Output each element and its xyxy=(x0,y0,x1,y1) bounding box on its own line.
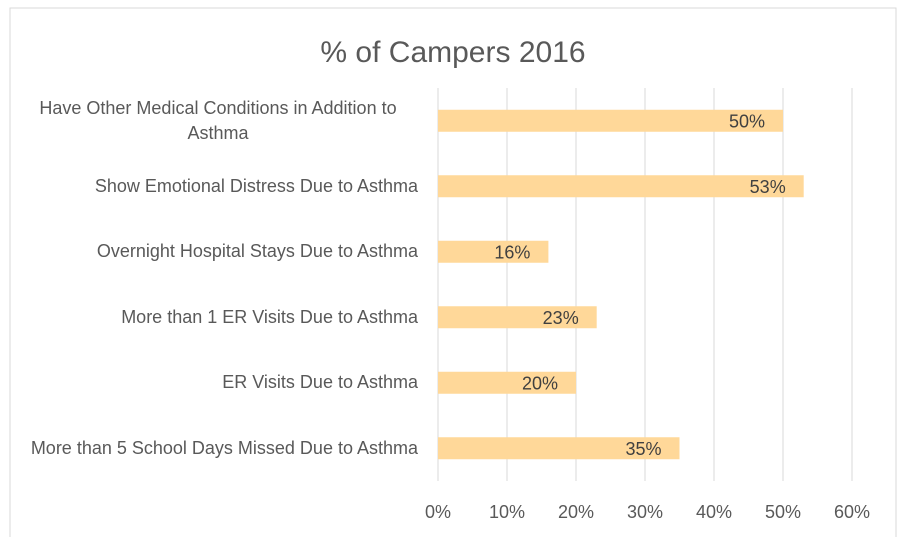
bar xyxy=(438,306,597,329)
data-label: 35% xyxy=(625,439,661,459)
y-tick-label: Show Emotional Distress Due to Asthma xyxy=(10,156,418,216)
chart-title: % of Campers 2016 xyxy=(320,36,585,69)
x-tick-label: 40% xyxy=(696,502,732,522)
x-tick-label: 10% xyxy=(489,502,525,522)
bar xyxy=(438,371,576,394)
y-tick-label: More than 5 School Days Missed Due to As… xyxy=(10,418,418,478)
bar xyxy=(438,437,680,460)
x-tick-label: 30% xyxy=(627,502,663,522)
bar xyxy=(438,240,549,263)
x-tick-label: 50% xyxy=(765,502,801,522)
data-label: 53% xyxy=(750,177,786,197)
category-text: Show Emotional Distress Due to Asthma xyxy=(94,175,418,196)
y-tick-label: More than 1 ER Visits Due to Asthma xyxy=(10,287,418,347)
y-tick-label: Have Other Medical Conditions in Additio… xyxy=(10,91,418,151)
data-label: 23% xyxy=(543,308,579,328)
data-label: 50% xyxy=(729,112,765,132)
data-label: 20% xyxy=(522,374,558,394)
category-text: Overnight Hospital Stays Due to Asthma xyxy=(96,241,418,262)
category-text: ER Visits Due to Asthma xyxy=(222,372,418,393)
bar xyxy=(438,175,804,198)
bar xyxy=(438,109,783,132)
y-tick-label: ER Visits Due to Asthma xyxy=(10,353,418,413)
category-text: More than 5 School Days Missed Due to As… xyxy=(30,437,418,458)
y-tick-label: Overnight Hospital Stays Due to Asthma xyxy=(10,222,418,282)
category-text: Have Other Medical Conditions in Additio… xyxy=(39,97,397,143)
x-tick-label: 0% xyxy=(425,502,451,522)
data-label: 16% xyxy=(494,243,530,263)
x-tick-label: 60% xyxy=(834,502,870,522)
category-text: More than 1 ER Visits Due to Asthma xyxy=(121,306,418,327)
x-tick-label: 20% xyxy=(558,502,594,522)
